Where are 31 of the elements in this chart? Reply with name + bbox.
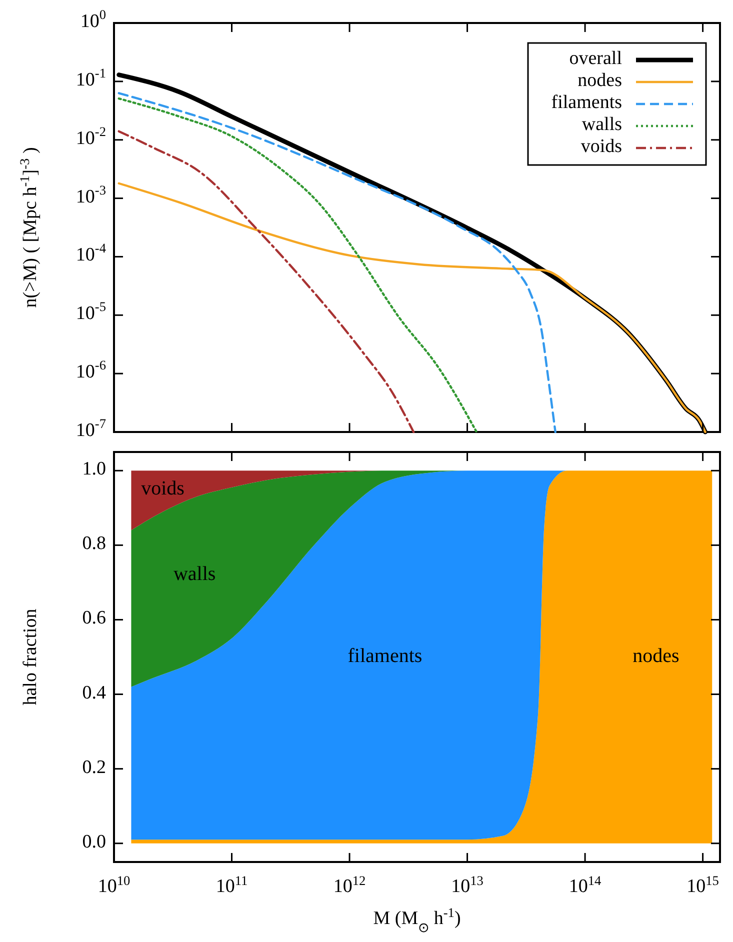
y-tick-label: 10$^{-7}$ — [76, 416, 106, 442]
y-tick-label: 10$^{-6}$ — [76, 357, 106, 383]
series-label: filaments — [348, 644, 422, 667]
y-tick-label: 10$^{-3}$ — [76, 182, 106, 208]
series-label: voids — [141, 476, 185, 499]
legend-label: overall — [569, 48, 622, 70]
series-label: walls — [173, 562, 216, 585]
y-tick-label: 0.6 — [82, 608, 106, 630]
series-label: nodes — [632, 644, 680, 667]
y-tick-label: 1.0 — [82, 458, 106, 480]
y-tick-label: 0.2 — [82, 757, 106, 778]
x-tick-label: 10$^{14}$ — [568, 872, 602, 897]
y-axis-title: halo fraction — [20, 608, 41, 706]
x-tick-label: 10$^{10}$ — [98, 872, 130, 897]
y-tick-label: 0.0 — [82, 832, 106, 853]
y-tick-label: 10$^{-1}$ — [76, 64, 106, 91]
legend-label: nodes — [578, 70, 622, 92]
legend-label: walls — [582, 114, 622, 136]
y-tick-label: 10$^{0}$ — [80, 6, 106, 32]
x-tick-label: 10$^{15}$ — [686, 872, 720, 897]
x-axis-title: M (M$_{⊙}$ h$^{-1}$) — [373, 904, 461, 934]
x-tick-label: 10$^{11}$ — [216, 872, 248, 897]
y-tick-label: 10$^{-5}$ — [76, 298, 106, 324]
legend-label: voids — [580, 136, 622, 158]
y-tick-label: 10$^{-2}$ — [76, 123, 106, 150]
legend-label: filaments — [551, 92, 622, 114]
x-tick-label: 10$^{13}$ — [451, 872, 484, 897]
y-tick-label: 10$^{-4}$ — [76, 240, 106, 266]
y-tick-label: 0.4 — [82, 682, 106, 704]
y-tick-label: 0.8 — [82, 534, 106, 555]
x-tick-label: 10$^{12}$ — [333, 872, 366, 897]
